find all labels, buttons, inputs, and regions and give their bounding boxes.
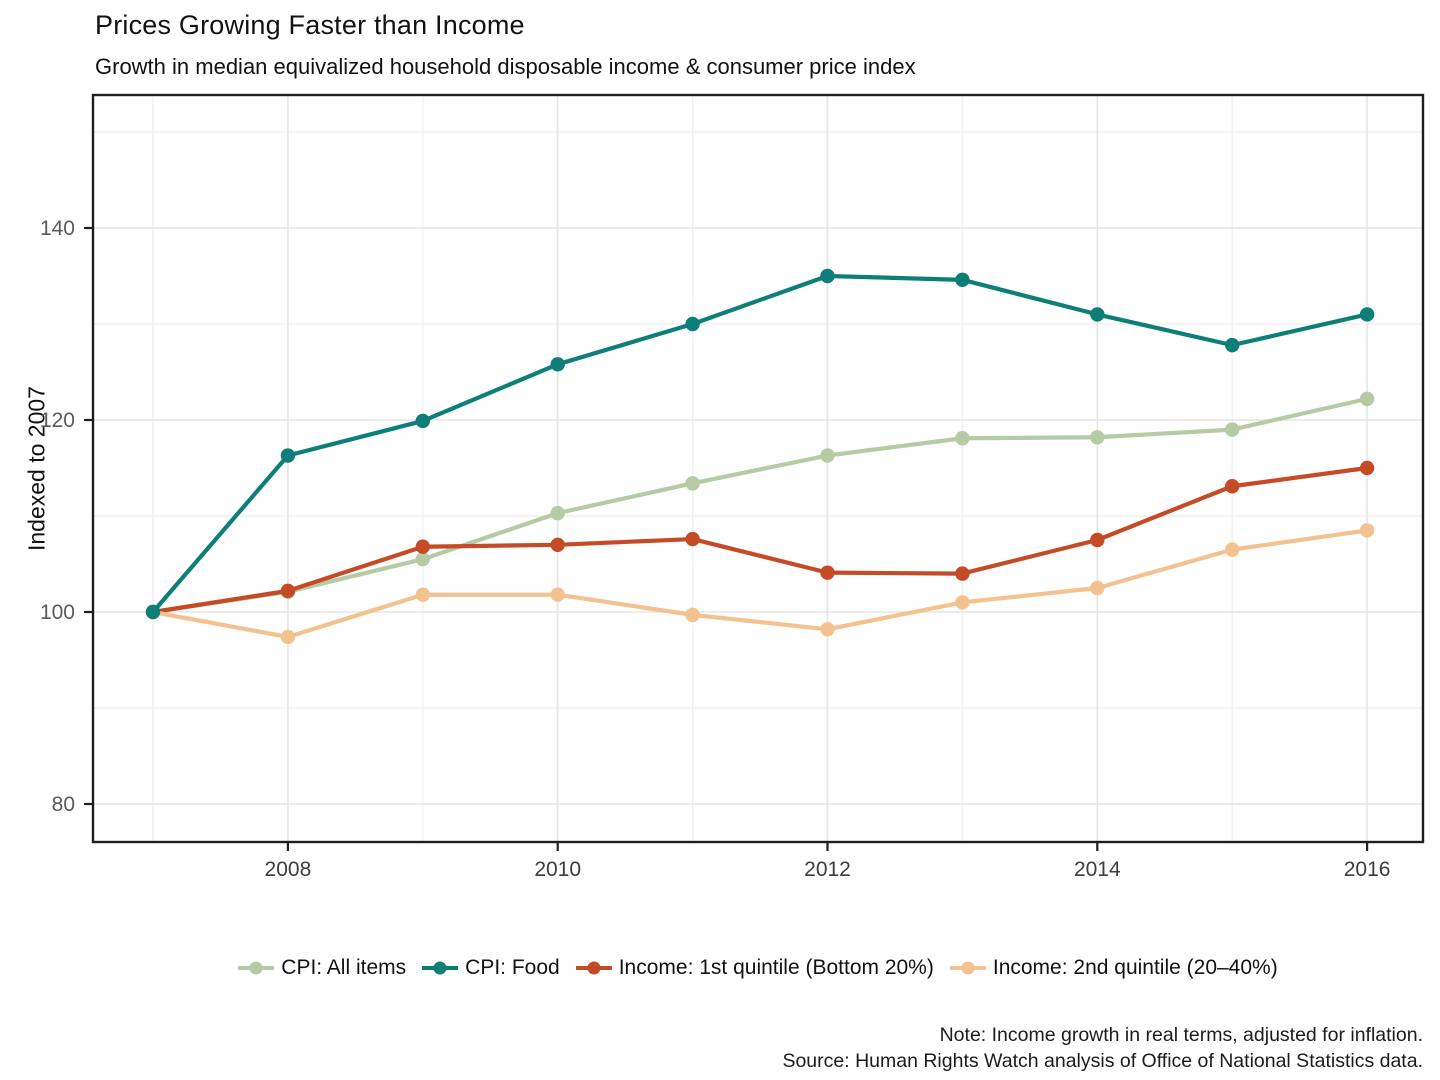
axis-ticks xyxy=(84,226,1369,851)
legend-label: Income: 1st quintile (Bottom 20%) xyxy=(618,956,934,979)
x-tick-label-2012: 2012 xyxy=(804,858,851,881)
data-point-cpi-all-items-2013 xyxy=(955,431,970,446)
data-point-cpi-food-2009 xyxy=(415,413,430,429)
data-point-cpi-food-2008 xyxy=(280,448,296,463)
legend-item-cpi-all-items: CPI: All items xyxy=(238,956,406,980)
data-point-income-2nd-quintile-20-40-2009 xyxy=(415,587,430,602)
data-point-cpi-all-items-2014 xyxy=(1090,430,1105,445)
data-point-cpi-food-2010 xyxy=(550,357,565,372)
x-tick-label-2010: 2010 xyxy=(534,858,581,881)
series-cpi-all-items xyxy=(145,391,1375,620)
series-line-income-1st-quintile-bottom-20 xyxy=(150,465,1370,615)
data-point-cpi-all-items-2010 xyxy=(550,505,565,521)
data-point-income-1st-quintile-bottom-20-2015 xyxy=(1225,479,1240,494)
y-tick-labels: 80 100 120 140 xyxy=(40,217,75,816)
legend-label: Income: 2nd quintile (20–40%) xyxy=(992,956,1278,979)
series-income-2nd-quintile-20-40 xyxy=(145,523,1375,645)
data-point-income-1st-quintile-bottom-20-2013 xyxy=(955,566,970,581)
data-point-income-2nd-quintile-20-40-2010 xyxy=(550,587,565,602)
y-tick-label-120: 120 xyxy=(40,409,75,432)
series-line-cpi-food xyxy=(150,273,1370,615)
data-point-cpi-food-2016 xyxy=(1359,307,1375,322)
x-tick-label-2016: 2016 xyxy=(1344,858,1391,881)
major-gridlines xyxy=(93,95,1423,842)
chart-title: Prices Growing Faster than Income xyxy=(95,10,525,40)
data-point-income-1st-quintile-bottom-20-2010 xyxy=(550,537,565,552)
series-line-income-2nd-quintile-20-40 xyxy=(150,528,1370,640)
data-point-cpi-all-items-2016 xyxy=(1359,391,1375,407)
y-tick-label-140: 140 xyxy=(40,217,75,240)
legend-key-line-dot-icon xyxy=(238,961,275,975)
legend-label: CPI: Food xyxy=(465,956,560,979)
legend-item-cpi-food: CPI: Food xyxy=(422,956,560,980)
data-point-income-2nd-quintile-20-40-2015 xyxy=(1225,542,1240,557)
data-point-income-2nd-quintile-20-40-2013 xyxy=(955,595,970,610)
legend-item-income-2nd-quintile: Income: 2nd quintile (20–40%) xyxy=(949,956,1278,980)
x-tick-label-2014: 2014 xyxy=(1074,858,1121,881)
legend-item-income-1st-quintile: Income: 1st quintile (Bottom 20%) xyxy=(575,956,934,980)
chart-subtitle: Growth in median equivalized household d… xyxy=(95,54,916,79)
data-point-income-2nd-quintile-20-40-2014 xyxy=(1090,580,1105,596)
minor-gridlines xyxy=(93,95,1423,842)
data-point-cpi-all-items-2012 xyxy=(820,448,835,463)
x-tick-label-2008: 2008 xyxy=(265,858,312,881)
series-income-1st-quintile-bottom-20 xyxy=(145,460,1375,620)
data-point-cpi-food-2011 xyxy=(685,316,700,332)
data-point-income-2nd-quintile-20-40-2008 xyxy=(280,629,296,645)
legend-key-line-dot-icon xyxy=(575,961,612,975)
data-point-cpi-all-items-2009 xyxy=(415,552,430,567)
data-point-income-1st-quintile-bottom-20-2009 xyxy=(415,539,430,554)
legend-key-line-dot-icon xyxy=(422,961,459,975)
data-point-income-2nd-quintile-20-40-2011 xyxy=(685,607,700,623)
caption-note: Note: Income growth in real terms, adjus… xyxy=(939,1024,1423,1046)
data-point-income-1st-quintile-bottom-20-2014 xyxy=(1090,532,1105,548)
data-point-income-1st-quintile-bottom-20-2011 xyxy=(685,531,700,547)
data-point-income-2nd-quintile-20-40-2016 xyxy=(1359,523,1375,538)
data-point-cpi-food-2007 xyxy=(145,604,161,620)
panel-border xyxy=(91,93,1425,844)
y-tick-label-100: 100 xyxy=(40,601,75,624)
x-tick-labels: 2008 2010 2012 2014 2016 xyxy=(265,858,1391,881)
legend-key-line-dot-icon xyxy=(949,961,986,975)
data-point-cpi-food-2013 xyxy=(955,272,970,288)
data-point-cpi-all-items-2015 xyxy=(1225,422,1240,437)
data-point-cpi-food-2015 xyxy=(1225,337,1240,353)
legend-label: CPI: All items xyxy=(281,956,407,979)
legend: CPI: All items CPI: Food Income: 1st qui… xyxy=(93,948,1423,988)
series-cpi-food xyxy=(145,268,1375,620)
series-line-cpi-all-items xyxy=(150,396,1370,615)
y-tick-label-80: 80 xyxy=(52,793,75,816)
data-point-cpi-all-items-2011 xyxy=(685,476,700,491)
data-point-income-1st-quintile-bottom-20-2016 xyxy=(1359,460,1375,476)
caption-source: Source: Human Rights Watch analysis of O… xyxy=(782,1050,1423,1072)
data-point-income-1st-quintile-bottom-20-2012 xyxy=(820,565,835,580)
data-point-income-2nd-quintile-20-40-2012 xyxy=(820,622,835,637)
data-point-income-1st-quintile-bottom-20-2008 xyxy=(280,583,296,599)
caption: Note: Income growth in real terms, adjus… xyxy=(523,1022,1423,1074)
data-point-cpi-food-2012 xyxy=(820,268,835,284)
data-point-cpi-food-2014 xyxy=(1090,307,1105,322)
